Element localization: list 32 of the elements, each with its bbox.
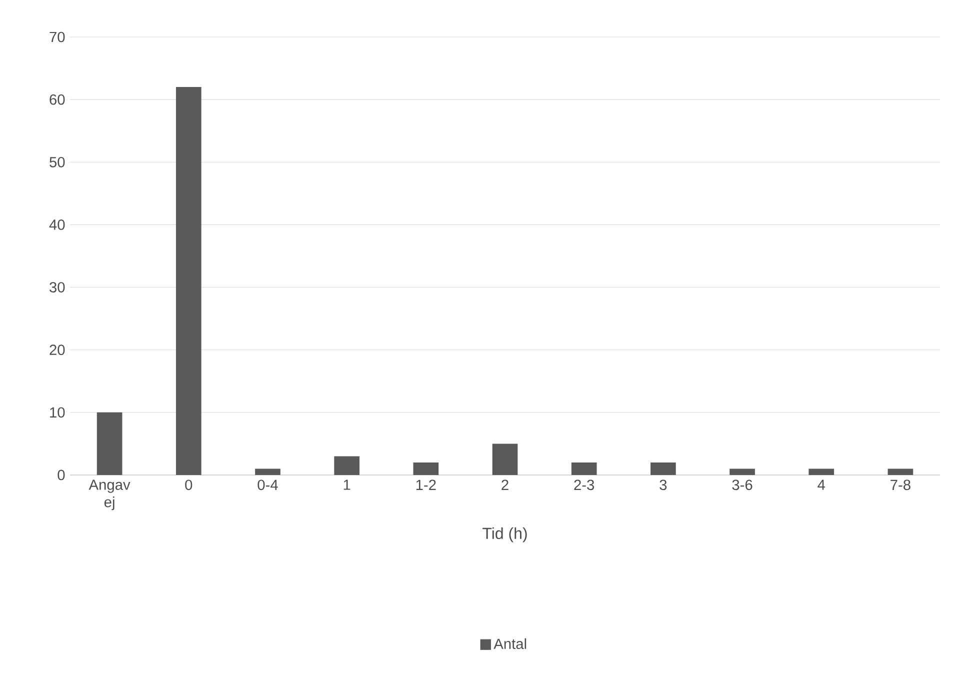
bar xyxy=(492,444,518,475)
x-tick-label: 2 xyxy=(502,480,508,490)
y-tick-label: 70 xyxy=(50,32,65,42)
bar xyxy=(334,456,360,475)
x-tick-label: 0-4 xyxy=(258,480,278,490)
y-tick-label: 60 xyxy=(50,94,65,105)
x-tick-label: 1-2 xyxy=(416,480,436,490)
bar xyxy=(96,412,122,475)
x-tick-label: Angav ej xyxy=(88,480,130,510)
legend-label: Antal xyxy=(494,638,526,650)
bar xyxy=(808,468,834,475)
y-tick-label: 10 xyxy=(50,407,65,418)
y-tick-label: 30 xyxy=(50,282,65,292)
y-tick-label: 0 xyxy=(58,470,65,480)
y-tick-label: 40 xyxy=(49,220,65,230)
bar xyxy=(650,462,676,475)
bar xyxy=(730,468,755,475)
y-tick-label: 50 xyxy=(50,156,65,168)
bar xyxy=(176,87,202,475)
x-tick-label: 4 xyxy=(818,480,826,490)
bar xyxy=(571,462,597,475)
x-tick-label: 2-3 xyxy=(574,480,594,490)
x-tick-label: 3-6 xyxy=(732,480,752,490)
x-tick-label: 0 xyxy=(185,480,192,490)
x-tick-label: 7-8 xyxy=(890,480,910,490)
x-tick-label: 3 xyxy=(660,480,667,490)
bar xyxy=(255,468,280,475)
y-tick-label: 20 xyxy=(50,344,65,356)
x-tick-label: 1 xyxy=(344,480,350,490)
bar xyxy=(413,462,439,475)
x-axis-title: Tid (h) xyxy=(482,527,527,542)
bar xyxy=(888,468,914,475)
